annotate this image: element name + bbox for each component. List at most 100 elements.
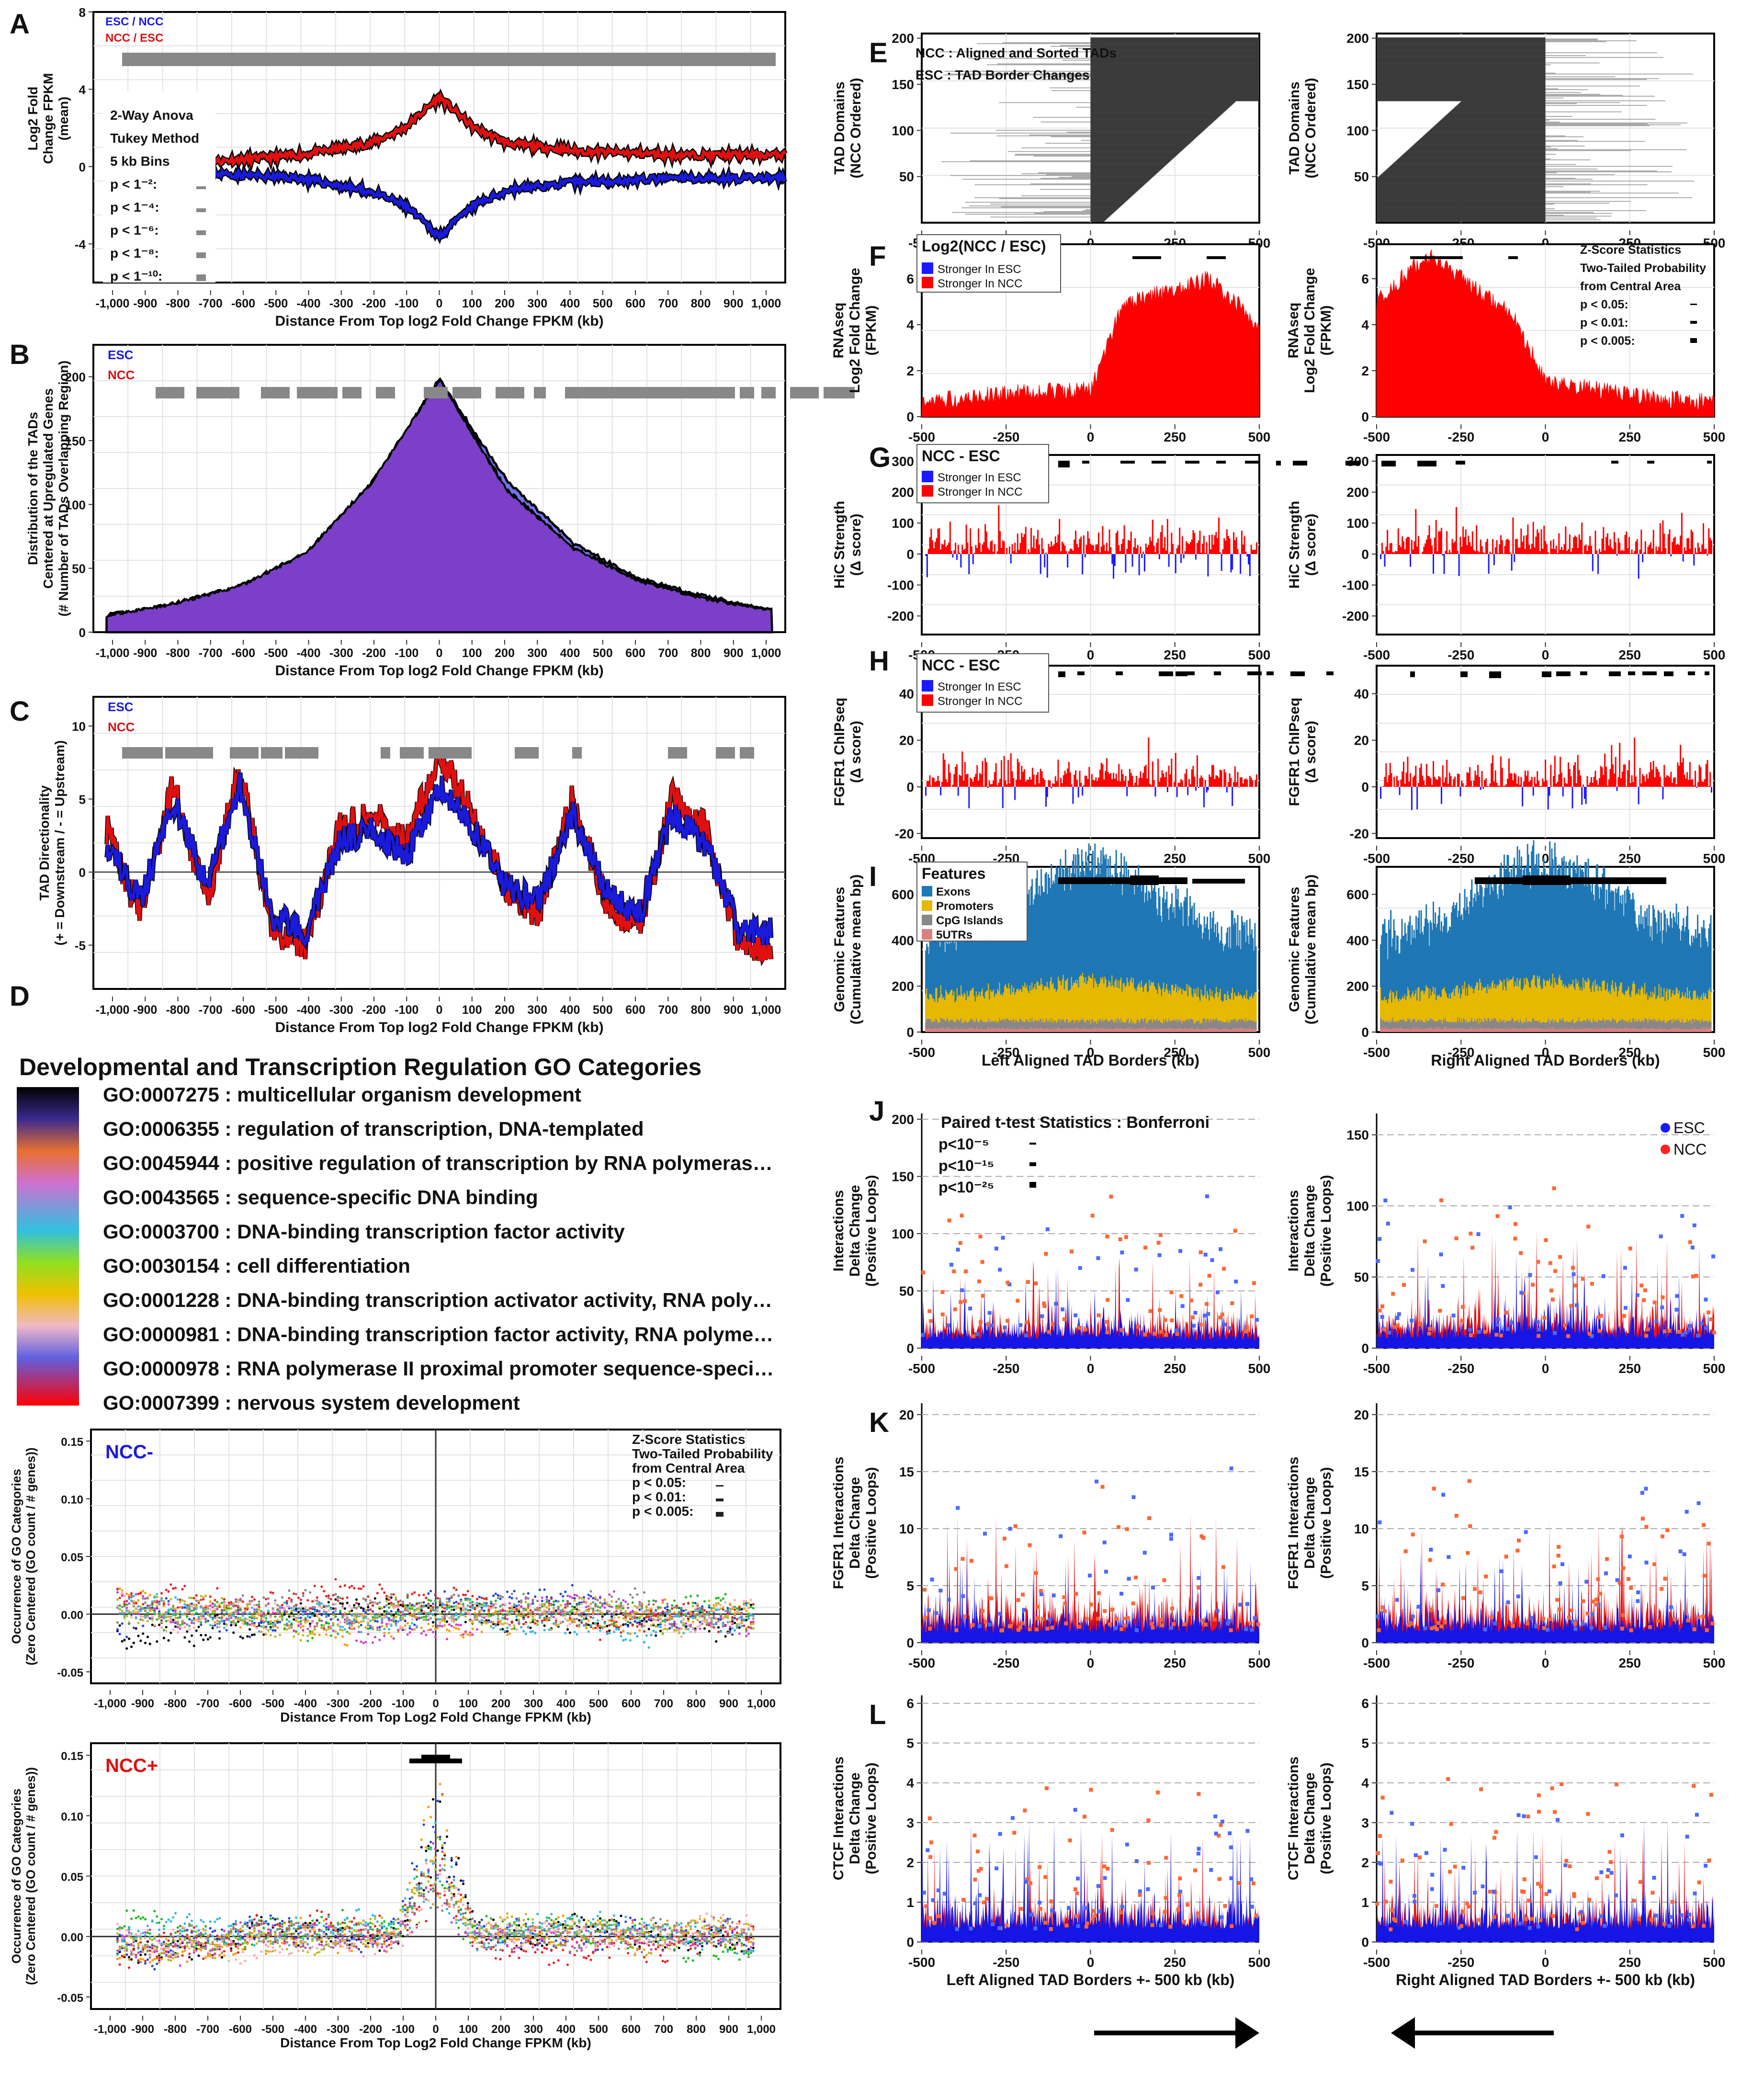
go-point — [729, 1611, 732, 1614]
go-point — [724, 1635, 727, 1638]
go-point — [170, 1616, 172, 1620]
go-point — [678, 1627, 680, 1630]
go-point — [214, 1621, 216, 1624]
go-point — [387, 1612, 391, 1614]
go-point — [752, 1607, 755, 1610]
go-point — [294, 1928, 298, 1931]
go-point — [694, 1629, 697, 1632]
go-point — [255, 1612, 258, 1615]
go-point — [724, 1919, 727, 1922]
go-point — [554, 1922, 557, 1925]
go-point — [436, 1799, 439, 1802]
go-point — [408, 1610, 411, 1613]
go-point — [148, 1949, 151, 1952]
go-point — [483, 1601, 486, 1604]
go-point — [460, 1611, 463, 1614]
go-point — [290, 1924, 293, 1927]
go-point — [123, 1612, 126, 1615]
go-point — [179, 1598, 181, 1601]
go-point — [146, 1949, 149, 1952]
go-title: Developmental and Transcription Regulati… — [19, 1054, 701, 1080]
go-point — [288, 1917, 291, 1920]
go-point — [406, 1906, 409, 1909]
go-point — [659, 1944, 662, 1947]
go-point — [220, 1610, 224, 1613]
go-point — [543, 1604, 546, 1607]
go-point — [687, 1949, 690, 1952]
go-point — [455, 1855, 458, 1859]
go-point — [353, 1627, 356, 1630]
go-point — [132, 1626, 135, 1629]
go-point — [151, 1959, 154, 1962]
go-point — [564, 1632, 567, 1635]
go-point — [464, 1593, 467, 1597]
go-point — [726, 1610, 729, 1613]
go-point — [311, 1606, 314, 1609]
x-tick-label: 600 — [625, 647, 645, 660]
go-point — [518, 1600, 520, 1603]
go-point — [274, 1629, 277, 1632]
go-point — [745, 1615, 748, 1618]
go-point — [626, 1625, 630, 1628]
go-point — [719, 1917, 722, 1919]
go-point — [144, 1601, 147, 1604]
go-point — [420, 1846, 423, 1849]
go-point — [606, 1930, 609, 1933]
go-point — [206, 1614, 209, 1617]
go-point — [478, 1605, 481, 1608]
go-point — [137, 1951, 140, 1954]
go-point — [151, 1615, 154, 1618]
go-point — [460, 1908, 463, 1911]
go-point — [603, 1625, 606, 1628]
go-point — [151, 1964, 154, 1967]
x-tick-label: 300 — [527, 647, 547, 660]
go-point — [587, 1605, 590, 1608]
go-point — [518, 1618, 520, 1622]
go-point — [719, 1599, 722, 1602]
go-point — [490, 1607, 493, 1610]
go-point — [434, 1593, 437, 1596]
go-point — [156, 1612, 158, 1615]
go-point — [582, 1624, 586, 1627]
go-point — [738, 1606, 741, 1609]
go-point — [599, 1624, 601, 1628]
go-point — [167, 1951, 170, 1953]
go-point — [383, 1942, 386, 1945]
go-point — [348, 1623, 351, 1626]
go-point — [550, 1949, 553, 1952]
go-point — [170, 1631, 172, 1635]
go-point — [652, 1599, 655, 1602]
go-point — [647, 1628, 650, 1631]
go-point — [241, 1942, 244, 1945]
go-point — [638, 1601, 641, 1604]
go-point — [666, 1628, 669, 1631]
go-point — [745, 1619, 748, 1622]
go-point — [717, 1620, 720, 1623]
go-point — [234, 1622, 237, 1625]
go-point — [192, 1619, 195, 1622]
go-point — [418, 1882, 421, 1885]
go-point — [413, 1611, 416, 1613]
go-point — [355, 1938, 358, 1941]
go-point — [462, 1609, 465, 1612]
go-point — [373, 1937, 376, 1940]
go-point — [582, 1918, 586, 1921]
x-tick-label: 300 — [527, 1003, 547, 1017]
go-point — [576, 1624, 578, 1627]
go-point — [137, 1612, 140, 1615]
go-point — [478, 1621, 481, 1623]
go-point — [666, 1943, 669, 1946]
go-point — [691, 1604, 694, 1607]
go-point — [554, 1609, 557, 1612]
go-point — [675, 1935, 678, 1938]
go-point — [411, 1628, 414, 1631]
go-point — [592, 1627, 595, 1630]
go-point — [445, 1899, 449, 1902]
go-point — [316, 1909, 318, 1912]
go-point — [142, 1603, 145, 1606]
go-point — [439, 1800, 441, 1803]
go-point — [710, 1624, 713, 1627]
go-point — [183, 1929, 186, 1932]
go-point — [682, 1957, 685, 1960]
go-point — [464, 1911, 467, 1915]
